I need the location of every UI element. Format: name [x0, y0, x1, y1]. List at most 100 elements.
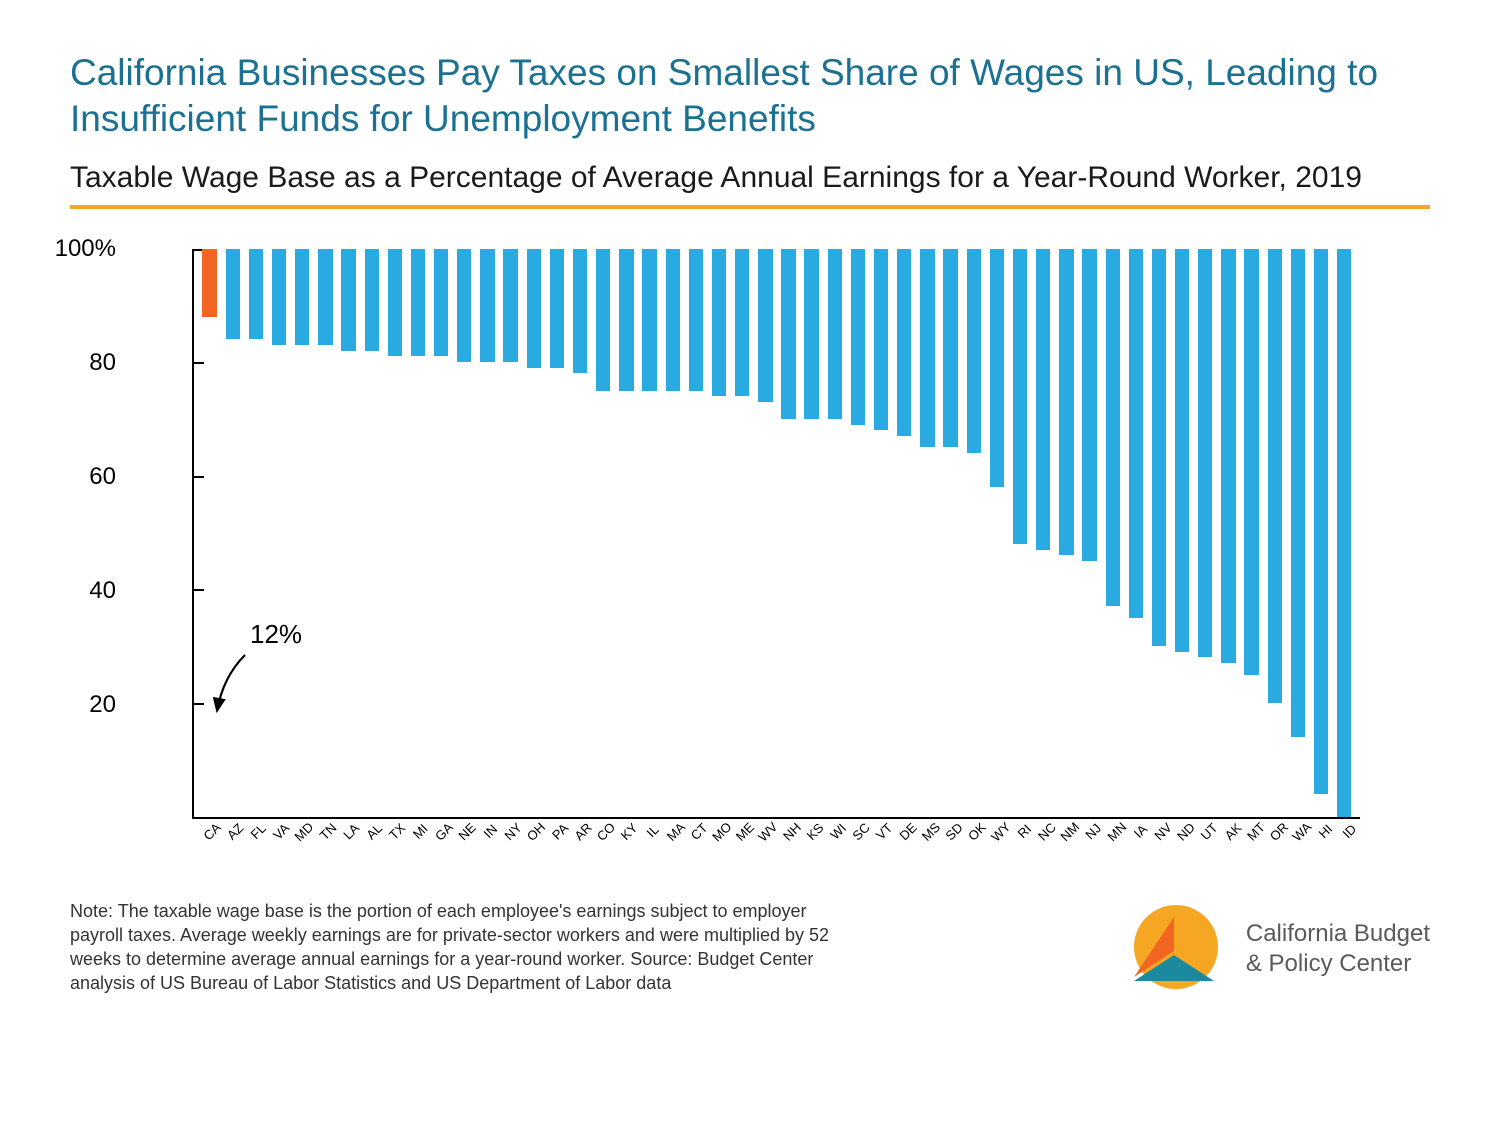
bar — [202, 249, 216, 317]
bar — [1175, 249, 1189, 652]
bar — [573, 249, 587, 374]
bar — [1337, 249, 1351, 817]
x-tick-label: ID — [1339, 821, 1359, 841]
bar-chart: 100%80604020 CAAZFLVAMDTNLAALTXMIGANEINN… — [130, 249, 1360, 819]
bar-slot — [337, 249, 360, 817]
bar-slot — [1101, 249, 1124, 817]
bar-slot — [1078, 249, 1101, 817]
callout-arrow-icon — [205, 649, 265, 729]
bar-slot — [985, 249, 1008, 817]
bar — [851, 249, 865, 425]
bar — [804, 249, 818, 419]
bar-slot — [291, 249, 314, 817]
bar-slot — [198, 249, 221, 817]
bar — [666, 249, 680, 391]
bar-slot — [1032, 249, 1055, 817]
bar — [920, 249, 934, 448]
bar-slot — [1217, 249, 1240, 817]
bar-slot — [846, 249, 869, 817]
bar-slot — [731, 249, 754, 817]
bar-slot — [962, 249, 985, 817]
bar — [249, 249, 263, 340]
logo-icon — [1114, 899, 1224, 999]
bar-slot — [1124, 249, 1147, 817]
bar — [735, 249, 749, 397]
bar-slot — [545, 249, 568, 817]
page-root: California Businesses Pay Taxes on Small… — [0, 0, 1500, 1039]
bar-slot — [707, 249, 730, 817]
bar — [480, 249, 494, 363]
bar — [272, 249, 286, 346]
bar — [341, 249, 355, 351]
bar-slot — [314, 249, 337, 817]
bars-group — [194, 249, 1360, 817]
bar-slot — [267, 249, 290, 817]
bar-slot — [430, 249, 453, 817]
bar — [295, 249, 309, 346]
bar-slot — [1055, 249, 1078, 817]
bar — [596, 249, 610, 391]
bar — [1198, 249, 1212, 658]
chart-subtitle: Taxable Wage Base as a Percentage of Ave… — [70, 161, 1430, 195]
bar — [828, 249, 842, 419]
bar — [943, 249, 957, 448]
bar — [1268, 249, 1282, 703]
bar — [1129, 249, 1143, 618]
bar — [689, 249, 703, 391]
bar-slot — [800, 249, 823, 817]
plot-area — [192, 249, 1360, 819]
bar-slot — [661, 249, 684, 817]
bar — [1314, 249, 1328, 794]
bar-slot — [383, 249, 406, 817]
bar-slot — [1147, 249, 1170, 817]
bar-slot — [221, 249, 244, 817]
bar-slot — [244, 249, 267, 817]
bar-slot — [1171, 249, 1194, 817]
bar-slot — [754, 249, 777, 817]
bar-slot — [1008, 249, 1031, 817]
bar — [874, 249, 888, 431]
chart-title: California Businesses Pay Taxes on Small… — [70, 50, 1430, 143]
footnote: Note: The taxable wage base is the porti… — [70, 899, 830, 996]
bar — [388, 249, 402, 357]
chart-container: 100%80604020 CAAZFLVAMDTNLAALTXMIGANEINN… — [130, 249, 1400, 819]
y-tick-label: 40 — [89, 577, 116, 605]
bar-slot — [1310, 249, 1333, 817]
bar-slot — [1263, 249, 1286, 817]
bar-slot — [522, 249, 545, 817]
bar — [434, 249, 448, 357]
logo-text-line2: & Policy Center — [1246, 949, 1430, 979]
bar — [527, 249, 541, 368]
y-tick-label: 80 — [89, 349, 116, 377]
bar — [781, 249, 795, 419]
bar — [1013, 249, 1027, 544]
bar-slot — [939, 249, 962, 817]
bar — [226, 249, 240, 340]
bar-slot — [615, 249, 638, 817]
bar — [967, 249, 981, 453]
bar-slot — [1194, 249, 1217, 817]
footer: Note: The taxable wage base is the porti… — [70, 899, 1430, 999]
bar — [1082, 249, 1096, 561]
bar-slot — [1240, 249, 1263, 817]
bar — [1221, 249, 1235, 664]
bar — [619, 249, 633, 391]
bar-slot — [569, 249, 592, 817]
bar-slot — [406, 249, 429, 817]
bar-slot — [870, 249, 893, 817]
bar-slot — [638, 249, 661, 817]
bar — [1152, 249, 1166, 647]
bar — [758, 249, 772, 402]
bar-slot — [476, 249, 499, 817]
bar-slot — [360, 249, 383, 817]
bar — [550, 249, 564, 368]
bar-slot — [823, 249, 846, 817]
bar-slot — [1333, 249, 1356, 817]
bar — [411, 249, 425, 357]
bar-slot — [916, 249, 939, 817]
bar — [457, 249, 471, 363]
callout-label: 12% — [250, 619, 302, 650]
bar — [990, 249, 1004, 488]
bar — [642, 249, 656, 391]
bar — [897, 249, 911, 436]
